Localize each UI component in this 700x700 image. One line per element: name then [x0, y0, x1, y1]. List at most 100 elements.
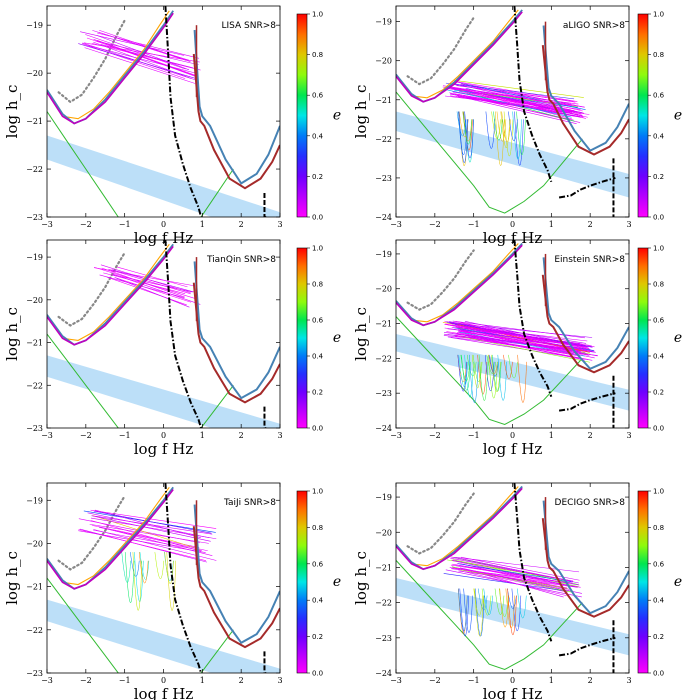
x-tick-label: 0	[510, 431, 515, 440]
x-tick-label: −3	[390, 431, 402, 440]
x-tick-label: −3	[41, 676, 53, 685]
eccentric-track	[507, 588, 517, 609]
lisa-curve	[396, 242, 523, 327]
signal-track	[456, 96, 590, 115]
colorbar-tick-label: 1.0	[653, 11, 664, 19]
brown-high-curve	[541, 45, 629, 156]
x-tick-label: 3	[626, 676, 631, 685]
colorbar-tick-label: 0.4	[653, 353, 665, 361]
x-tick-label: −3	[41, 220, 53, 229]
signal-track	[89, 523, 209, 544]
x-axis-title: log f Hz	[483, 229, 543, 247]
tianqin-curve	[396, 487, 523, 571]
x-tick-label: −2	[429, 431, 441, 440]
signal-track	[99, 29, 191, 62]
signal-tracks	[442, 320, 598, 404]
lisa-curve	[47, 243, 174, 346]
y-tick-label: −22	[26, 165, 43, 174]
y-tick-label: −20	[26, 539, 43, 548]
signal-track	[106, 276, 187, 306]
signal-track	[450, 564, 568, 584]
lisa-curve	[47, 10, 174, 125]
signal-track	[460, 556, 580, 581]
signal-track	[450, 557, 574, 583]
y-tick-label: −19	[375, 250, 392, 259]
y-tick-label: −19	[26, 21, 43, 30]
eccentric-track	[459, 588, 469, 637]
signal-track	[91, 515, 211, 542]
eccentric-track	[507, 588, 517, 636]
signal-track	[454, 89, 578, 108]
colorbar	[296, 247, 308, 429]
signal-track	[455, 89, 575, 106]
tianqin-curve	[47, 12, 174, 125]
signal-track	[464, 321, 586, 347]
colorbar-tick-label: 1.0	[312, 488, 323, 496]
tianqin-curve	[396, 244, 523, 327]
colorbar	[296, 490, 308, 674]
signal-track	[465, 92, 575, 122]
eccentric-track	[458, 354, 469, 387]
x-tick-label: −3	[390, 676, 402, 685]
x-tick-label: −3	[390, 220, 402, 229]
signal-track	[461, 568, 567, 589]
y-tick-label: −21	[26, 339, 43, 348]
signal-track	[91, 42, 201, 71]
colorbar-tick-label: 0.8	[653, 524, 664, 532]
y-tick-label: −23	[375, 174, 392, 183]
signal-track	[458, 329, 588, 350]
blue-high-curve	[193, 261, 280, 400]
eccentric-track	[124, 552, 135, 603]
x-tick-label: 0	[510, 676, 515, 685]
y-axis-title: log h_c	[3, 307, 21, 361]
eccentric-track	[474, 588, 484, 637]
x-axis-title: log f Hz	[134, 229, 194, 247]
taiji-curve	[396, 243, 519, 323]
lisa-curve	[47, 486, 174, 590]
eccentric-track	[497, 354, 508, 401]
dotted-curve	[406, 249, 475, 311]
eccentric-track	[488, 354, 498, 374]
colorbar-tick-label: 0.4	[653, 132, 665, 140]
blue-high-curve	[542, 257, 629, 371]
x-tick-label: −1	[468, 431, 480, 440]
colorbar-tick-label: 0.4	[312, 132, 324, 140]
signal-track	[443, 331, 586, 353]
y-tick-label: −20	[375, 285, 392, 294]
colorbar-tick-label: 1.0	[653, 245, 664, 253]
x-tick-label: 0	[161, 676, 166, 685]
y-axis-title: log h_c	[352, 85, 370, 139]
et-curve	[164, 6, 203, 217]
colorbar-tick-label: 0.0	[312, 670, 323, 678]
y-tick-label: −21	[26, 583, 43, 592]
y-tick-label: −19	[26, 496, 43, 505]
x-tick-label: −1	[119, 220, 131, 229]
x-axis-title: log f Hz	[483, 685, 543, 700]
y-axis-title: log h_c	[352, 307, 370, 361]
signal-tracks	[94, 264, 201, 308]
signal-track	[452, 560, 578, 588]
colorbar-tick-label: 0.6	[653, 560, 665, 568]
colorbar-tick-label: 0.0	[312, 214, 323, 222]
eccentric-track	[508, 354, 518, 379]
signal-track	[81, 43, 186, 79]
signal-track	[461, 568, 569, 591]
panel-label: DECIGO SNR>8	[555, 498, 626, 508]
signal-track	[452, 91, 574, 112]
x-tick-label: −1	[119, 431, 131, 440]
eccentric-track	[466, 354, 477, 377]
eccentric-track	[138, 552, 149, 584]
x-tick-label: 2	[239, 676, 244, 685]
signal-track	[461, 336, 590, 363]
y-tick-label: −23	[375, 389, 392, 398]
dotted-curve	[57, 19, 126, 104]
eccentric-track	[488, 354, 498, 399]
x-tick-label: −2	[429, 220, 441, 229]
eccentric-track	[139, 552, 150, 580]
panel-tianqin: −3 −2 −1 0 1 2 3 −23 −22 −21 −20 −19 log f Hz log h_c…	[3, 239, 341, 458]
eccentric-track	[491, 111, 501, 139]
plot-area	[396, 6, 629, 217]
signal-track	[454, 80, 584, 98]
y-tick-label: −22	[375, 599, 392, 608]
panel-label: TianQin SNR>8	[206, 255, 276, 265]
